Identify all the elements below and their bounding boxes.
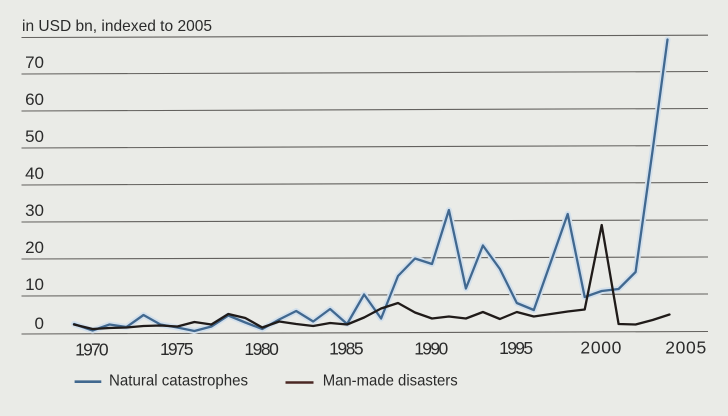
svg-text:1975: 1975	[160, 339, 194, 359]
svg-text:50: 50	[25, 127, 44, 146]
svg-text:in USD bn, indexed to 2005: in USD bn, indexed to 2005	[22, 18, 212, 35]
svg-text:0: 0	[35, 314, 44, 333]
svg-text:1990: 1990	[414, 338, 448, 358]
svg-text:60: 60	[25, 90, 44, 109]
svg-text:70: 70	[25, 53, 44, 72]
svg-text:Man-made disasters: Man-made disasters	[323, 373, 458, 390]
svg-text:Natural catastrophes: Natural catastrophes	[109, 372, 248, 389]
svg-text:30: 30	[25, 201, 44, 220]
svg-text:20: 20	[25, 238, 44, 257]
svg-text:40: 40	[25, 164, 44, 183]
svg-text:2005: 2005	[665, 337, 706, 357]
svg-text:1995: 1995	[499, 338, 533, 358]
svg-text:1970: 1970	[75, 340, 109, 360]
svg-text:1980: 1980	[244, 339, 279, 359]
svg-text:10: 10	[25, 275, 44, 294]
svg-text:2000: 2000	[580, 338, 621, 358]
svg-text:1985: 1985	[329, 339, 364, 359]
